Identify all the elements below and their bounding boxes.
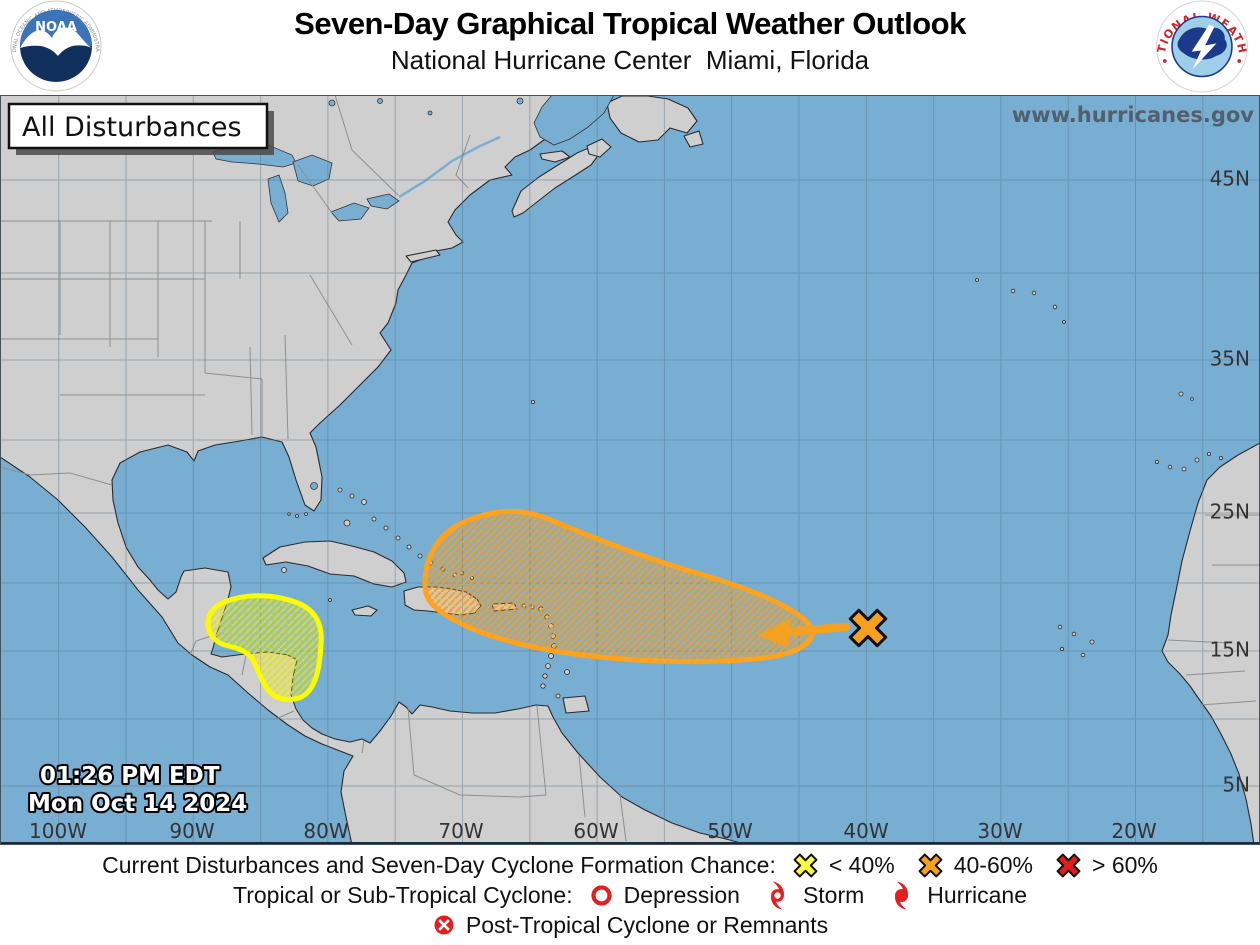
nws-logo: NATIONAL WEATHER SERVICE — [1145, 0, 1254, 98]
legend-hurricane-label: Hurricane — [927, 881, 1027, 908]
lon-label: 90W — [169, 819, 214, 843]
timestamp: 01:26 PM EDT Mon Oct 14 2024 — [26, 761, 249, 819]
legend-post-tropical-label: Post-Tropical Cyclone or Remnants — [465, 911, 829, 938]
overlay-title-box: All Disturbances — [7, 102, 274, 155]
noaa-seagull-icon — [20, 27, 92, 56]
website-label: www.hurricanes.gov — [1012, 103, 1254, 127]
lat-label: 45N — [1210, 167, 1250, 191]
page-title: Seven-Day Graphical Tropical Weather Out… — [294, 6, 966, 41]
political-borders — [0, 94, 1260, 842]
land-north-south-america — [0, 94, 749, 846]
timestamp-date: Mon Oct 14 2024 — [28, 791, 247, 817]
legend-medium-label: 40-60% — [953, 851, 1033, 878]
st-lawrence-river — [398, 135, 501, 199]
depression-icon — [589, 883, 614, 908]
long-island — [405, 249, 441, 263]
x-yellow-icon — [792, 852, 819, 879]
legend-storm-label: Storm — [802, 881, 865, 908]
legend-depression-label: Depression — [623, 881, 740, 908]
motion-arrow-shaft — [779, 622, 851, 637]
lat-label: 5N — [1222, 773, 1250, 797]
page-subtitle: National Hurricane Center Miami, Florida — [390, 45, 870, 75]
lat-label: 15N — [1210, 638, 1250, 662]
lon-label: 50W — [707, 819, 752, 843]
land-masses — [0, 94, 1260, 846]
noaa-logo-icon: NATIONAL OCEANIC AND ATMOSPHERIC ADMINIS… — [5, 0, 102, 92]
legend-row-cyclone-types: Tropical or Sub-Tropical Cyclone: Depres… — [0, 880, 1260, 911]
map-bottom-edge — [0, 842, 1260, 845]
prince-edward-island — [539, 150, 571, 163]
legend-row1-label: Current Disturbances and Seven-Day Cyclo… — [102, 851, 776, 878]
nova-scotia — [511, 146, 601, 218]
map-canvas: 45N 35N 25N 15N 5N 100W 90W 80W 70W 60W … — [0, 94, 1260, 846]
nws-lightning-icon — [1191, 24, 1217, 70]
lat-label: 35N — [1210, 347, 1250, 371]
lakes — [212, 94, 615, 490]
timestamp-time: 01:26 PM EDT — [40, 763, 220, 789]
disturbance-area-medium[interactable] — [422, 508, 816, 665]
post-tropical-icon — [432, 913, 456, 937]
lon-label: 80W — [303, 819, 348, 843]
motion-arrow-head — [757, 618, 791, 648]
nws-logo-icon: NATIONAL WEATHER SERVICE — [1145, 0, 1249, 93]
x-red-icon — [1055, 852, 1082, 879]
map-area: 45N 35N 25N 15N 5N 100W 90W 80W 70W 60W … — [0, 94, 1260, 846]
header-titles: Seven-Day Graphical Tropical Weather Out… — [0, 6, 1260, 76]
island-cuba — [262, 540, 407, 588]
lon-label: 40W — [843, 819, 888, 843]
island-trinidad — [562, 695, 590, 714]
legend-high-label: > 60% — [1092, 851, 1158, 878]
lon-label: 30W — [977, 819, 1022, 843]
island-avalon — [683, 130, 704, 148]
header: NATIONAL OCEANIC AND ATMOSPHERIC ADMINIS… — [0, 0, 1260, 95]
legend: Current Disturbances and Seven-Day Cyclo… — [0, 845, 1260, 945]
disturbance-area-low[interactable] — [205, 593, 324, 702]
lon-label: 20W — [1111, 819, 1156, 843]
land-africa — [1161, 442, 1260, 846]
disturbance-2-motion — [757, 618, 851, 648]
tropical-storm-icon — [762, 880, 793, 911]
x-orange-icon — [917, 852, 944, 879]
disturbance-x-marker[interactable] — [848, 608, 888, 648]
legend-row2-label: Tropical or Sub-Tropical Cyclone: — [233, 881, 573, 908]
lon-label: 100W — [29, 819, 87, 843]
legend-row-post-tropical: Post-Tropical Cyclone or Remnants — [0, 912, 1260, 939]
noaa-logo: NATIONAL OCEANIC AND ATMOSPHERIC ADMINIS… — [5, 0, 104, 98]
island-jamaica — [351, 605, 378, 617]
overlay-title: All Disturbances — [22, 112, 242, 143]
cape-breton — [586, 138, 612, 158]
legend-row-formation-chance: Current Disturbances and Seven-Day Cyclo… — [0, 852, 1260, 879]
lon-label: 70W — [438, 819, 483, 843]
noaa-acronym: NOAA — [35, 20, 77, 35]
hurricane-icon — [886, 880, 917, 911]
lon-label: 60W — [573, 819, 618, 843]
lat-label: 25N — [1210, 500, 1250, 524]
longitude-labels: 100W 90W 80W 70W 60W 50W 40W 30W 20W — [29, 819, 1157, 843]
latitude-labels: 45N 35N 25N 15N 5N — [1210, 167, 1250, 797]
legend-low-label: < 40% — [828, 851, 895, 878]
